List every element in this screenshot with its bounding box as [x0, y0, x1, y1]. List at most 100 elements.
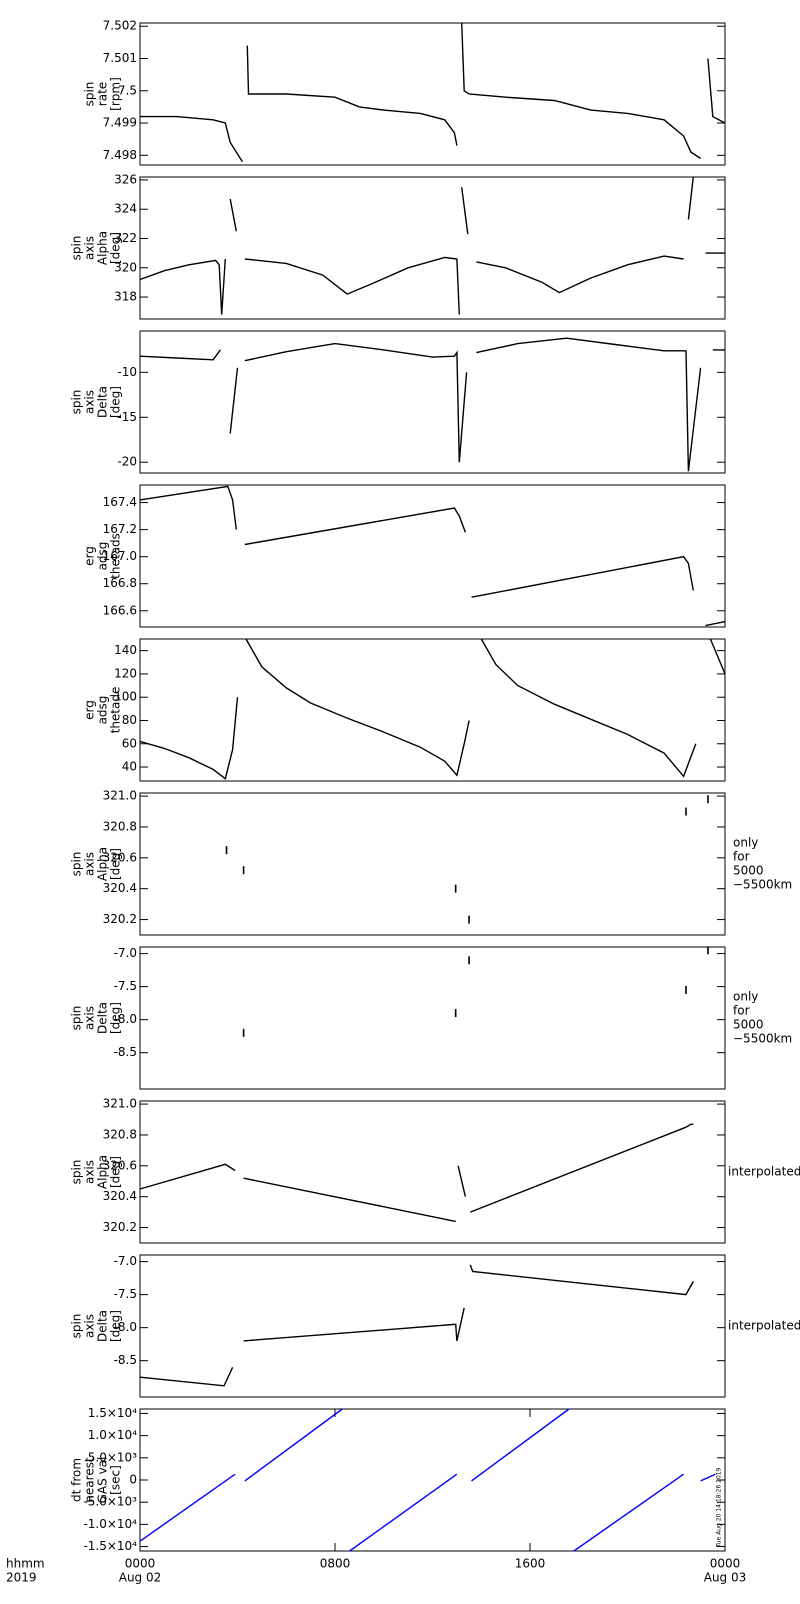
annotation: for	[733, 850, 750, 864]
y-tick-label: 166.8	[103, 576, 137, 590]
y-axis-label: Alpha	[96, 231, 110, 265]
y-axis-label: axis	[83, 852, 97, 876]
x-tick-sublabel: Aug 03	[704, 1571, 747, 1585]
y-tick-label: 167.0	[103, 549, 137, 563]
y-axis-label: erg	[83, 700, 97, 720]
y-tick-label: 321.0	[103, 1097, 137, 1111]
y-tick-label: 320.8	[103, 819, 137, 833]
y-axis-label: Alpha	[96, 1155, 110, 1189]
y-axis-label: axis	[83, 390, 97, 414]
y-axis-label: [rpm]	[109, 77, 123, 111]
y-tick-label: 167.2	[103, 522, 137, 536]
y-tick-label: 7.5	[118, 83, 137, 97]
y-axis-label: dt from	[70, 1458, 84, 1502]
plot-frame	[139, 176, 726, 320]
y-axis-label: axis	[83, 1006, 97, 1030]
x-axis-year: 2019	[6, 1571, 37, 1585]
annotation: 5000	[733, 864, 764, 878]
y-axis-label: spin	[70, 236, 84, 261]
annotation: for	[733, 1004, 750, 1018]
timestamp: Tue Aug 20 14:18:26 2019	[716, 1467, 723, 1548]
y-axis-label: spin	[70, 1314, 84, 1339]
data-point	[468, 956, 470, 965]
y-tick-label: -10	[117, 365, 137, 379]
x-tick-sublabel: Aug 02	[119, 1571, 162, 1585]
y-tick-label: 1.0×10⁴	[88, 1428, 137, 1442]
y-axis-label: adsg	[96, 696, 110, 725]
y-tick-label: 320.4	[103, 1189, 137, 1203]
y-axis-label: GAS val	[96, 1457, 110, 1504]
data-point	[225, 846, 228, 855]
data-line	[140, 1104, 708, 1221]
y-tick-label: -15	[117, 410, 137, 424]
y-tick-label: -8.0	[114, 1012, 137, 1026]
annotation: −5500km	[733, 1032, 792, 1046]
y-tick-label: 7.499	[103, 116, 137, 130]
y-tick-label: 0	[129, 1473, 137, 1487]
y-tick-label: 322	[114, 231, 137, 245]
plot-frame	[139, 1100, 726, 1244]
y-tick-label: 60	[122, 736, 137, 750]
y-tick-label: 40	[122, 760, 137, 774]
annotation: interpolated	[728, 1319, 800, 1333]
y-tick-label: 320.2	[103, 1220, 137, 1234]
annotation: interpolated	[728, 1165, 800, 1179]
data-line	[140, 22, 726, 163]
y-tick-label: 320.6	[103, 1158, 137, 1172]
y-axis-label: nearest	[83, 1457, 97, 1503]
y-axis-label: Alpha	[96, 847, 110, 881]
y-axis-label: spin	[70, 390, 84, 415]
y-tick-label: -8.5	[114, 1045, 137, 1059]
annotation: only	[733, 836, 758, 850]
x-tick-label: 0000	[125, 1557, 156, 1571]
plot-frame	[139, 1254, 726, 1398]
y-axis-label: rate	[96, 82, 110, 106]
y-tick-label: 120	[114, 666, 137, 680]
y-axis-label: axis	[83, 1160, 97, 1184]
y-axis-label: axis	[83, 236, 97, 260]
y-tick-label: -7.5	[114, 979, 137, 993]
y-tick-label: 7.501	[103, 51, 137, 65]
y-tick-label: 321.0	[103, 789, 137, 803]
annotation: −5500km	[733, 878, 792, 892]
y-axis-label: spin	[70, 852, 84, 877]
y-axis-label: Delta	[96, 1002, 110, 1034]
y-tick-label: -5.0×10³	[83, 1495, 137, 1509]
data-point	[468, 915, 470, 924]
x-tick-label: 0000	[710, 1557, 741, 1571]
y-axis-label: [sec]	[109, 1465, 123, 1495]
y-tick-label: 320.6	[103, 850, 137, 864]
plot-frame	[139, 946, 726, 1090]
data-line	[139, 176, 725, 315]
y-tick-label: -1.5×10⁴	[83, 1539, 137, 1553]
y-axis-label: [deg]	[109, 1002, 123, 1034]
y-tick-label: 7.498	[103, 148, 137, 162]
data-point	[685, 985, 687, 994]
y-tick-label: -8.0	[114, 1320, 137, 1334]
plot-frame	[139, 638, 726, 782]
data-line	[139, 1408, 716, 1552]
y-tick-label: 100	[114, 690, 137, 704]
y-tick-label: 320.4	[103, 881, 137, 895]
y-tick-label: -20	[117, 455, 137, 469]
y-tick-label: 320.8	[103, 1127, 137, 1141]
y-axis-label: [deg]	[109, 1156, 123, 1188]
y-tick-label: 320.2	[103, 912, 137, 926]
x-axis-label: hhmm	[6, 1557, 45, 1571]
y-tick-label: -8.5	[114, 1353, 137, 1367]
y-tick-label: -7.5	[114, 1287, 137, 1301]
y-tick-label: -1.0×10⁴	[83, 1517, 137, 1531]
y-tick-label: 324	[114, 202, 137, 216]
y-tick-label: 326	[114, 172, 137, 186]
y-axis-label: [deg]	[109, 1310, 123, 1342]
y-axis-label: [deg]	[109, 848, 123, 880]
data-point	[454, 884, 457, 893]
y-tick-label: 80	[122, 713, 137, 727]
y-axis-label: spin	[70, 1006, 84, 1031]
x-tick-label: 0800	[320, 1557, 351, 1571]
y-tick-label: 1.5×10⁴	[88, 1406, 137, 1420]
data-point	[454, 1009, 457, 1018]
y-tick-label: 318	[114, 290, 137, 304]
